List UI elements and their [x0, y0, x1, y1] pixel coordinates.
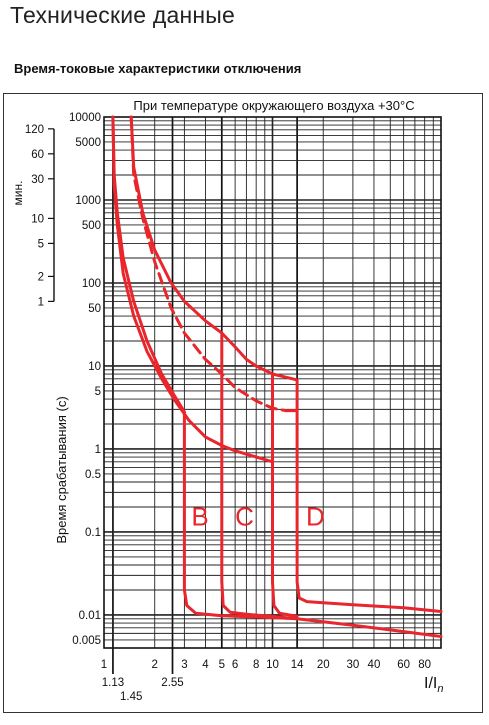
- x-axis-label: I/In: [424, 675, 443, 695]
- x-tick-label: 4: [202, 659, 209, 671]
- y-tick-label: 0.1: [85, 527, 101, 539]
- curve-label-c: C: [235, 501, 254, 531]
- y-tick-label: 5: [95, 386, 101, 398]
- x-tick-label-low: 2.55: [161, 677, 183, 689]
- curve-c-lower: [111, 115, 274, 464]
- x-tick-label: 6: [232, 659, 238, 671]
- minute-tick-label: 60: [31, 149, 44, 161]
- x-tick-label: 80: [418, 659, 431, 671]
- chart-axes: 1 2 3 4 5 6 8 10 14 20 30 40 60 801.131.452.551000050…: [25, 112, 431, 703]
- minute-tick-label: 5: [38, 238, 44, 250]
- y-tick-label: 10: [88, 361, 101, 373]
- x-tick-label: 30: [346, 659, 359, 671]
- plot-border: [103, 116, 442, 649]
- minute-tick-label: 30: [31, 174, 44, 186]
- y-tick-label: 1: [95, 444, 101, 456]
- x-tick-label-low: 1.45: [120, 691, 142, 703]
- x-tick-label: 1: [101, 659, 107, 671]
- curve-d: [220, 331, 443, 613]
- y-tick-label: 0.5: [85, 469, 101, 481]
- minute-tick-label: 2: [38, 271, 44, 283]
- y-tick-label: 500: [82, 220, 101, 232]
- x-tick-label: 60: [397, 659, 410, 671]
- x-tick-label: 20: [317, 659, 330, 671]
- x-tick-label: 40: [368, 659, 381, 671]
- y-tick-label: 10000: [69, 112, 101, 124]
- section-title: Время-токовые характеристики отключения: [14, 61, 302, 76]
- x-tick-label: 10: [266, 659, 279, 671]
- curve-dashed: [129, 115, 288, 413]
- y-tick-label: 0.01: [79, 610, 101, 622]
- x-axis-label-main: I/I: [424, 675, 437, 692]
- x-axis-label-sub: n: [437, 683, 443, 695]
- x-tick-label: 2: [152, 659, 158, 671]
- page-title: Технические данные: [10, 2, 235, 28]
- y-axis-label: Время срабатывания (с): [54, 396, 69, 543]
- curve-c: [129, 115, 299, 621]
- y-tick-label: 0.005: [72, 635, 101, 647]
- curve-label-b: B: [191, 501, 208, 531]
- y-tick-label: 50: [88, 303, 101, 315]
- y-tick-label: 1000: [75, 195, 101, 207]
- minutes-label: мин.: [11, 181, 25, 206]
- curve-label-d: D: [306, 501, 325, 531]
- x-tick-label: 14: [291, 659, 304, 671]
- y-tick-label: 100: [82, 278, 101, 290]
- x-tick-label-low: 1.13: [102, 677, 124, 689]
- x-tick-label: 5: [219, 659, 225, 671]
- minute-tick-label: 120: [25, 124, 44, 136]
- chart-title: При температуре окружающего воздуха +30°…: [133, 98, 414, 113]
- minute-tick-label: 10: [31, 213, 44, 225]
- chart-frame: [3, 93, 483, 713]
- curve-d-inner: [271, 372, 299, 618]
- y-tick-label: 5000: [75, 137, 101, 149]
- minute-tick-label: 1: [38, 296, 44, 308]
- x-tick-label: 3: [181, 659, 187, 671]
- x-tick-label: 8: [253, 659, 259, 671]
